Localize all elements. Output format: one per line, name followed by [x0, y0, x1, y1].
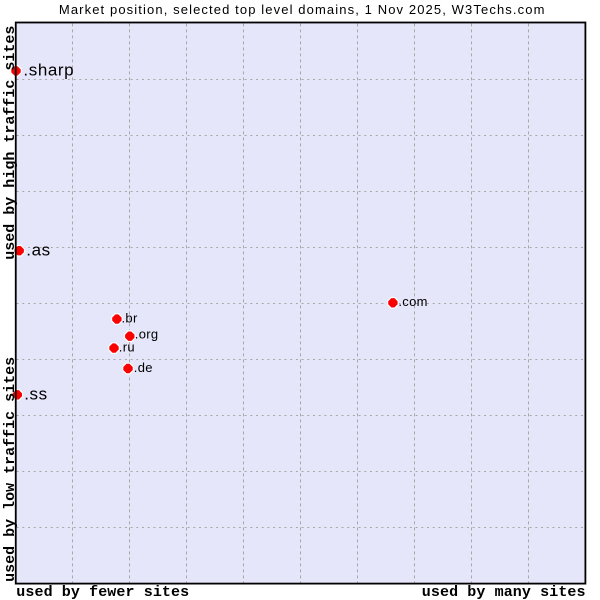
svg-text:.br: .br: [122, 310, 138, 325]
svg-text:.de: .de: [134, 360, 153, 375]
svg-text:.ss: .ss: [24, 384, 48, 403]
svg-text:.com: .com: [398, 294, 427, 309]
svg-text:used by many sites: used by many sites: [422, 584, 586, 600]
svg-text:.sharp: .sharp: [23, 60, 74, 79]
svg-text:used by fewer sites: used by fewer sites: [16, 584, 189, 600]
svg-text:used by low traffic sites: used by low traffic sites: [2, 357, 19, 582]
svg-text:.ru: .ru: [119, 339, 135, 354]
svg-text:.as: .as: [26, 240, 50, 259]
svg-text:Market position, selected top: Market position, selected top level doma…: [59, 2, 546, 17]
svg-text:.org: .org: [135, 326, 159, 341]
svg-text:used by high traffic sites: used by high traffic sites: [2, 26, 19, 260]
